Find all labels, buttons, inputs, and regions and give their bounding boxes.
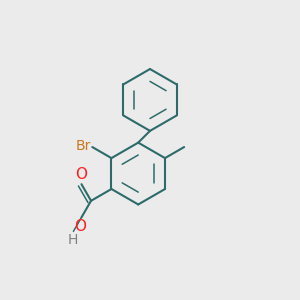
Text: O: O bbox=[76, 167, 88, 182]
Text: O: O bbox=[75, 219, 87, 234]
Text: H: H bbox=[67, 233, 78, 247]
Text: Br: Br bbox=[76, 139, 91, 153]
